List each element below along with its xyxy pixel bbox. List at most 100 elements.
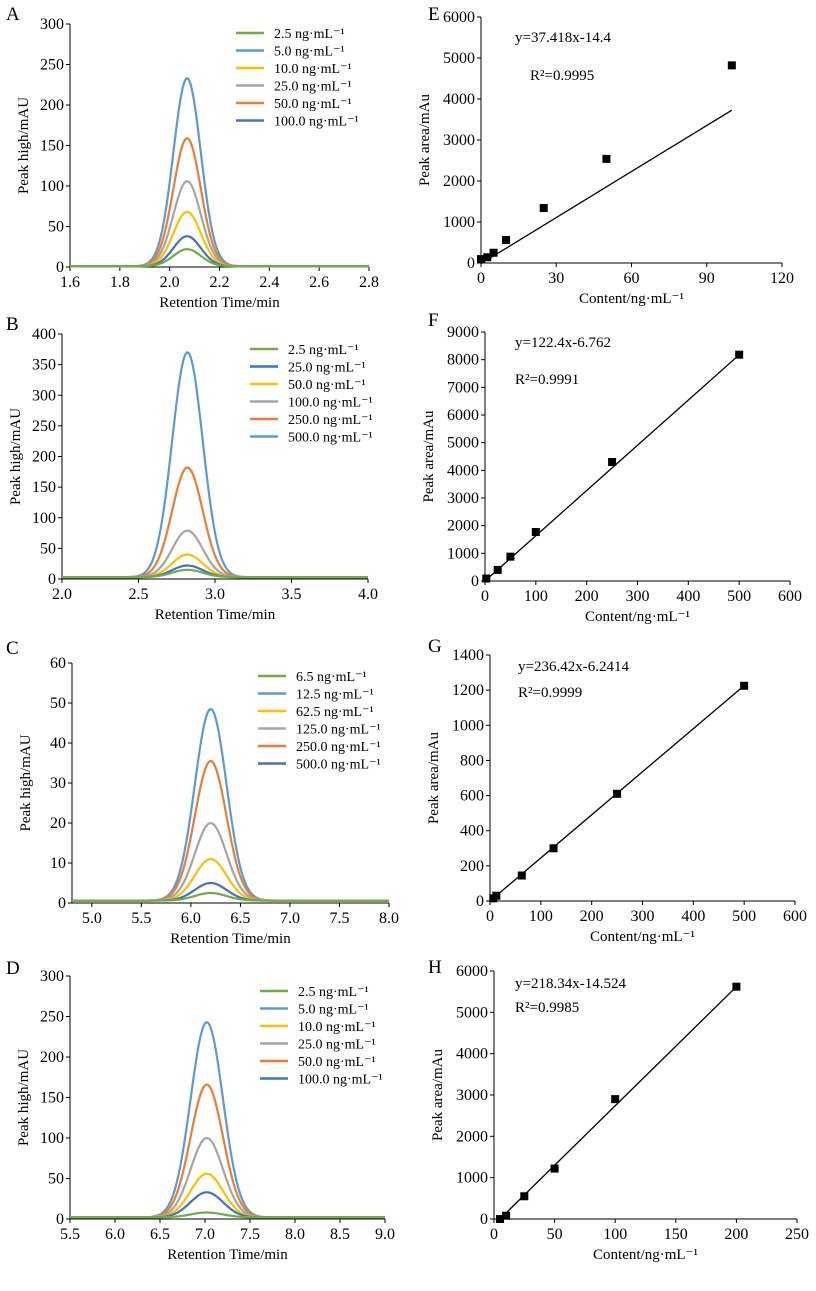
y-tick-label: 4000 [447, 462, 479, 479]
legend-label: 12.5 ng·mL⁻¹ [296, 688, 374, 703]
r-squared: R²=0.9985 [515, 1000, 579, 1016]
panel-letter: D [6, 958, 20, 979]
y-tick-label: 600 [460, 788, 484, 805]
x-tick-label: 100 [603, 1226, 627, 1243]
y-tick-label: 150 [40, 138, 64, 155]
data-point [732, 982, 741, 991]
y-tick-label: 1000 [452, 717, 484, 734]
y-tick-label: 10 [50, 855, 66, 872]
y-tick-label: 2000 [447, 518, 479, 535]
data-point [727, 61, 736, 70]
x-tick-label: 0 [490, 1226, 498, 1243]
y-axis-label: Peak high/mAU [8, 408, 24, 505]
y-tick-label: 0 [58, 895, 66, 912]
y-tick-label: 5000 [456, 1004, 488, 1021]
data-point [496, 1215, 505, 1223]
x-tick-label: 5.0 [82, 910, 102, 927]
x-tick-label: 600 [783, 908, 807, 925]
series-line [70, 1211, 385, 1219]
x-tick-label: 100 [529, 908, 553, 925]
y-tick-label: 400 [32, 326, 56, 343]
y-tick-label: 300 [40, 968, 64, 985]
x-tick-label: 120 [770, 270, 794, 287]
y-tick-label: 4000 [443, 91, 475, 108]
panel-h: H 0 1000 2000 3000 4000 5000 6000 0 50 100 150 200 25… [428, 957, 809, 1263]
y-tick-label: 1400 [452, 647, 484, 664]
panel-letter: F [428, 310, 439, 331]
series-line [62, 568, 368, 579]
legend-label: 5.0 ng·mL⁻¹ [298, 1003, 369, 1018]
legend-label: 100.0 ng·mL⁻¹ [274, 115, 359, 130]
y-tick-label: 0 [56, 259, 64, 276]
legend-label: 250.0 ng·mL⁻¹ [288, 413, 373, 428]
panel-d: D 0 50 100 150 200 250 300 5.5 6.0 6.5 7.0 7.5 8.0 8.5… [6, 958, 395, 1263]
x-tick-label: 7.5 [329, 910, 349, 927]
data-point [735, 350, 744, 359]
x-tick-label: 2.2 [210, 274, 230, 291]
r-squared: R²=0.9995 [530, 68, 594, 84]
y-tick-label: 7000 [447, 379, 479, 396]
data-point [740, 681, 749, 690]
x-tick-label: 300 [626, 588, 650, 605]
y-tick-label: 0 [56, 1211, 64, 1228]
x-axis-label: Retention Time/min [167, 1247, 288, 1263]
x-tick-label: 250 [785, 1226, 809, 1243]
panel-b: B 0 50 100 150 200 250 300 350 400 2.0 2.5 3.0 3.5 4.0… [6, 314, 378, 623]
y-tick-label: 0 [48, 571, 56, 588]
series-line [72, 891, 389, 902]
x-tick-label: 6.0 [181, 910, 201, 927]
y-tick-label: 50 [48, 1171, 64, 1188]
series-line [72, 707, 389, 902]
legend-label: 50.0 ng·mL⁻¹ [288, 378, 366, 393]
y-tick-label: 9000 [447, 324, 479, 341]
x-tick-label: 150 [664, 1226, 688, 1243]
y-tick-label: 50 [48, 219, 64, 236]
x-tick-label: 4.0 [358, 586, 378, 603]
y-tick-label: 0 [480, 1211, 488, 1228]
y-tick-label: 200 [460, 858, 484, 875]
y-tick-label: 150 [40, 1090, 64, 1107]
data-point [489, 248, 498, 257]
x-tick-label: 2.4 [259, 274, 279, 291]
y-tick-label: 200 [40, 97, 64, 114]
y-tick-label: 250 [40, 1009, 64, 1026]
x-tick-label: 600 [778, 588, 802, 605]
data-point [482, 574, 491, 583]
data-point [531, 528, 540, 537]
x-tick-label: 8.5 [330, 1226, 350, 1243]
x-axis-label: Retention Time/min [155, 607, 276, 623]
y-tick-label: 1000 [456, 1170, 488, 1187]
y-tick-label: 250 [32, 418, 56, 435]
y-tick-label: 0 [467, 255, 475, 272]
x-axis-label: Retention Time/min [170, 931, 291, 947]
y-axis-label: Peak high/mAU [16, 1049, 32, 1146]
legend-label: 250.0 ng·mL⁻¹ [296, 740, 381, 755]
legend-label: 6.5 ng·mL⁻¹ [296, 670, 367, 685]
legend-label: 10.0 ng·mL⁻¹ [274, 62, 352, 77]
y-axis-label: Peak area/mAu [421, 410, 437, 503]
legend-label: 2.5 ng·mL⁻¹ [298, 985, 369, 1000]
data-point [520, 1192, 529, 1201]
x-tick-label: 1.8 [110, 274, 130, 291]
fit-line [480, 109, 733, 265]
y-tick-label: 400 [460, 823, 484, 840]
y-tick-label: 6000 [443, 9, 475, 26]
y-tick-label: 6000 [456, 963, 488, 980]
x-tick-label: 6.5 [230, 910, 250, 927]
x-axis-label: Content/ng·mL⁻¹ [585, 609, 690, 625]
x-tick-label: 2.5 [129, 586, 149, 603]
regression-equation: y=236.42x-6.2414 [518, 659, 629, 675]
panel-g: G 0 200 400 600 800 1000 1200 1400 0 100 200 300 400 5… [426, 636, 807, 945]
x-tick-label: 30 [548, 270, 564, 287]
y-tick-label: 1000 [443, 214, 475, 231]
y-tick-label: 5000 [443, 50, 475, 67]
panel-letter: E [428, 4, 440, 25]
y-tick-label: 5000 [447, 435, 479, 452]
x-tick-label: 200 [724, 1226, 748, 1243]
x-tick-label: 8.0 [285, 1226, 305, 1243]
r-squared: R²=0.9991 [515, 372, 579, 388]
y-tick-label: 1000 [447, 545, 479, 562]
y-tick-label: 100 [40, 178, 64, 195]
data-point [539, 204, 548, 213]
